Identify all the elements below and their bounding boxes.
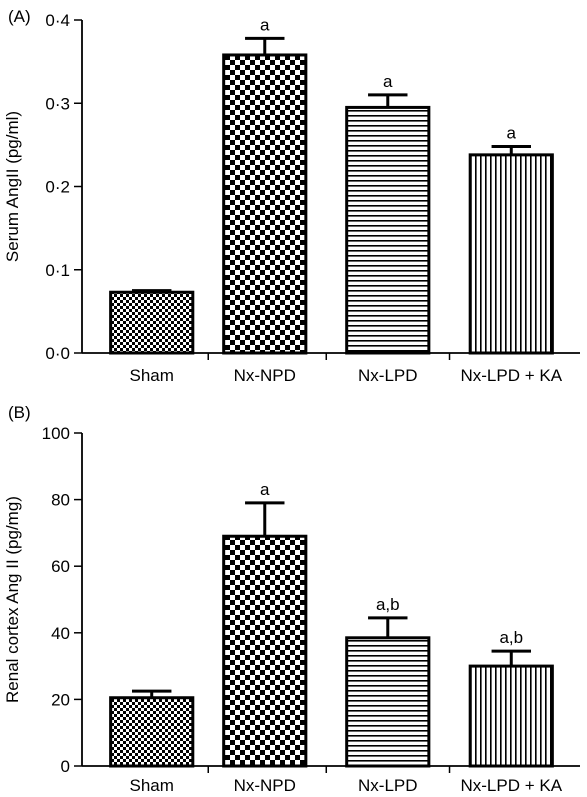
y-tick-label: 60 (51, 557, 70, 576)
bar-nx-lpd (345, 636, 431, 768)
significance-label: a (383, 72, 393, 91)
panel-label: (B) (8, 403, 31, 422)
category-label: Nx-LPD + KA (460, 776, 562, 795)
y-axis-title: Serum AngII (pg/ml) (3, 111, 22, 262)
significance-label: a (260, 15, 270, 34)
panel-label: (A) (8, 7, 31, 26)
significance-label: a,b (499, 628, 523, 647)
category-label: Nx-LPD (358, 776, 418, 795)
y-tick-label: 0·4 (45, 11, 70, 30)
y-tick-label: 80 (51, 491, 70, 510)
category-label: Sham (130, 366, 174, 385)
bar-nx-lpd (345, 105, 431, 355)
bar-sham (109, 290, 195, 355)
bar-nx-lpd-ka (468, 153, 554, 355)
significance-label: a (507, 124, 517, 143)
category-label: Sham (130, 776, 174, 795)
y-tick-label: 0·2 (45, 178, 70, 197)
category-label: Nx-LPD + KA (460, 366, 562, 385)
bar-nx-npd (222, 53, 308, 355)
bar-nx-npd (222, 534, 308, 768)
bar-sham (109, 696, 195, 768)
y-tick-label: 40 (51, 624, 70, 643)
category-label: Nx-NPD (234, 366, 296, 385)
significance-label: a,b (376, 595, 400, 614)
bar-nx-lpd-ka (468, 664, 554, 768)
y-tick-label: 20 (51, 690, 70, 709)
y-tick-label: 0·0 (45, 344, 70, 363)
category-label: Nx-NPD (234, 776, 296, 795)
y-tick-label: 0·3 (45, 94, 70, 113)
y-tick-label: 0 (61, 757, 70, 776)
category-label: Nx-LPD (358, 366, 418, 385)
significance-label: a (260, 480, 270, 499)
y-tick-label: 0·1 (45, 261, 70, 280)
y-tick-label: 100 (42, 424, 70, 443)
y-axis-title: Renal cortex Ang II (pg/mg) (3, 496, 22, 703)
